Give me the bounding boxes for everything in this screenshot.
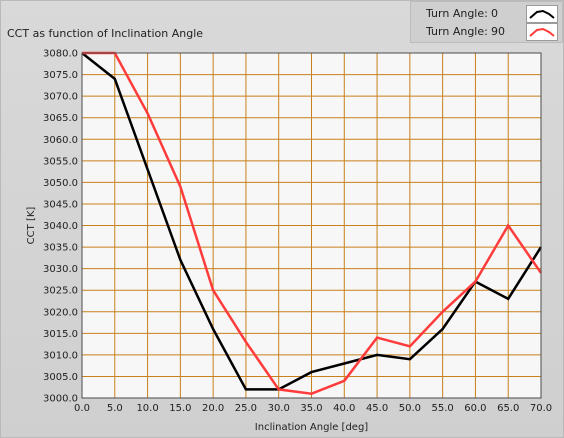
x-tick-label: 10.0: [136, 403, 158, 414]
legend-swatch-series-2[interactable]: [526, 23, 558, 41]
series-lines: [81, 51, 543, 395]
x-tick-label: 50.0: [399, 403, 421, 414]
x-tick-label: 35.0: [300, 403, 322, 414]
x-tick-label: 55.0: [432, 403, 454, 414]
x-tick-label: 5.0: [107, 403, 123, 414]
y-tick-label: 3010.0: [43, 350, 78, 361]
y-tick-label: 3020.0: [43, 307, 78, 318]
x-tick-label: 25.0: [235, 403, 257, 414]
legend-line-icon-series-1: [529, 9, 555, 19]
y-tick-label: 3080.0: [43, 49, 78, 60]
y-tick-label: 3005.0: [43, 372, 78, 383]
legend-value-series-2: 90: [491, 25, 505, 38]
tick-labels: 0.0 5.0 10.0 15.0 20.0 25.0 30.0 35.0 40.0 45.0 50…: [43, 49, 552, 415]
x-tick-label: 30.0: [268, 403, 290, 414]
plot-border: [81, 52, 542, 399]
y-tick-label: 3025.0: [43, 286, 78, 297]
x-tick-label: 20.0: [202, 403, 224, 414]
x-tick-label: 45.0: [366, 403, 388, 414]
series-line-2: [82, 51, 543, 395]
legend-label-series-2: Turn Angle:: [426, 25, 488, 38]
y-tick-label: 3070.0: [43, 92, 78, 103]
x-tick-label: 70.0: [530, 403, 552, 414]
y-tick-label: 3050.0: [43, 178, 78, 189]
y-tick-label: 3030.0: [43, 264, 78, 275]
legend-line-icon-series-2: [529, 27, 555, 37]
series-line-1: [81, 52, 543, 391]
y-tick-label: 3060.0: [43, 135, 78, 146]
legend-item-series-1: Turn Angle: 0: [419, 5, 559, 23]
legend-value-series-1: 0: [491, 7, 498, 20]
x-axis-label: Inclination Angle [deg]: [255, 422, 369, 433]
y-axis-label: CCT [K]: [26, 207, 37, 245]
y-tick-label: 3035.0: [43, 243, 78, 254]
y-tick-label: 3000.0: [43, 394, 78, 405]
y-tick-label: 3045.0: [43, 199, 78, 210]
x-tick-label: 15.0: [169, 403, 191, 414]
legend-label-series-1: Turn Angle:: [426, 7, 488, 20]
y-tick-label: 3075.0: [43, 70, 78, 81]
x-tick-label: 60.0: [464, 403, 486, 414]
x-tick-label: 40.0: [333, 403, 355, 414]
y-tick-label: 3055.0: [43, 156, 78, 167]
legend-item-series-2: Turn Angle: 90: [419, 23, 559, 41]
y-tick-label: 3065.0: [43, 113, 78, 124]
legend-swatch-series-1[interactable]: [526, 5, 558, 23]
y-tick-label: 3015.0: [43, 329, 78, 340]
chart-title: CCT as function of Inclination Angle: [7, 27, 204, 40]
x-tick-label: 0.0: [74, 403, 90, 414]
y-tick-label: 3040.0: [43, 221, 78, 232]
x-tick-label: 65.0: [497, 403, 519, 414]
legend: Turn Angle: 0 Turn Angle: 90: [410, 1, 563, 43]
